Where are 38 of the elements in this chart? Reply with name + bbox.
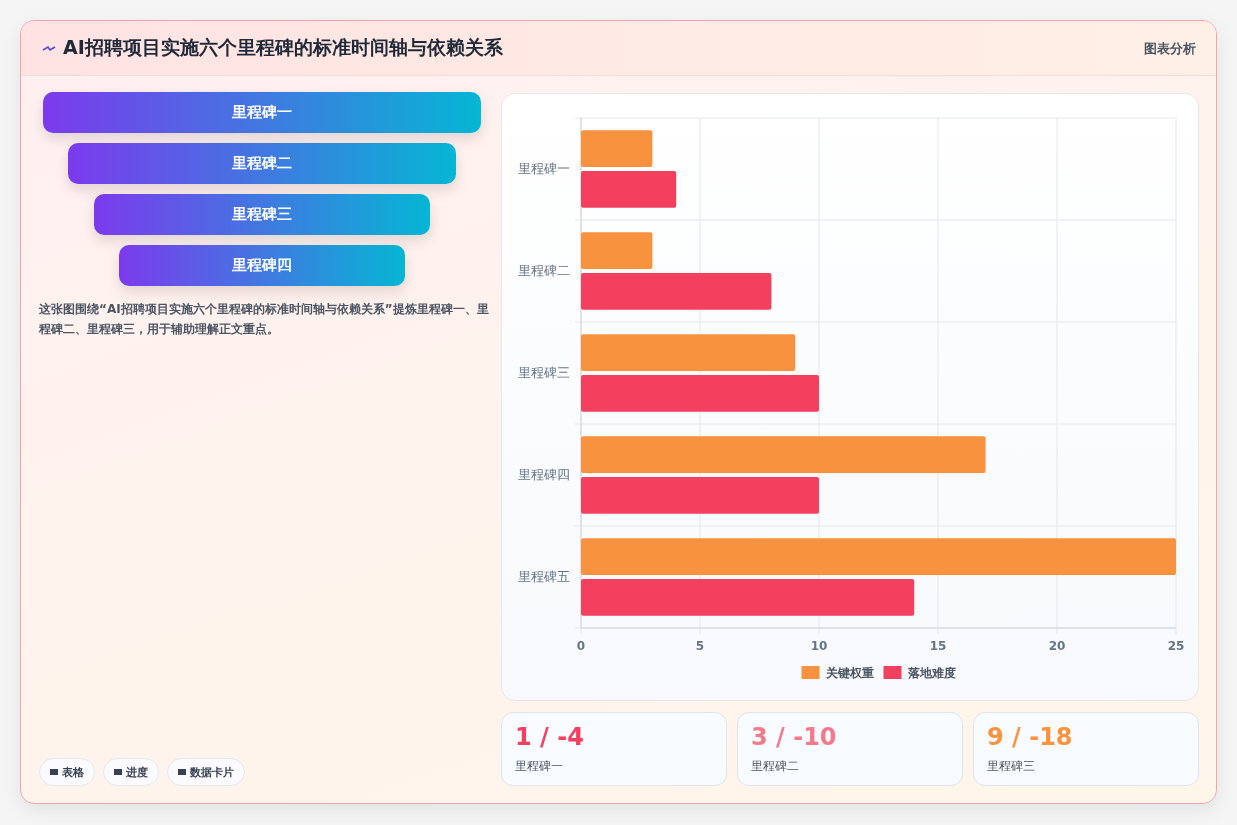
- bar: [581, 579, 915, 616]
- x-tick-label: 25: [1167, 639, 1185, 653]
- category-label: 里程碑四: [119, 245, 405, 286]
- y-tick-label: 里程碑一: [518, 161, 570, 176]
- x-tick-label: 10: [810, 639, 828, 653]
- bar: [581, 334, 796, 371]
- y-tick-label: 里程碑二: [518, 263, 570, 278]
- legend-label: 落地难度: [906, 666, 956, 680]
- bar: [581, 171, 677, 208]
- bar: [581, 375, 819, 412]
- text: 表格: [62, 764, 84, 780]
- bar: [581, 538, 1176, 575]
- category-label: 里程碑二: [751, 758, 799, 775]
- bar: [581, 232, 653, 269]
- bar: [581, 273, 772, 310]
- legend-label: 关键权重: [824, 666, 874, 680]
- category-label: 里程碑三: [93, 194, 431, 235]
- x-tick-label: 20: [1048, 639, 1066, 653]
- text: 图表分析: [1144, 40, 1196, 58]
- text: 这张图围绕“AI招聘项目实施六个里程碑的标准时间轴与依赖关系”提炼里程碑一、里程碑二、里程碑三，用于辅助理解正文重点。: [39, 301, 489, 338]
- y-tick-label: 里程碑三: [518, 365, 570, 380]
- x-tick-label: 0: [576, 639, 586, 653]
- text: 9 / -18: [987, 723, 1073, 751]
- bar: [581, 436, 986, 473]
- x-tick-label: 15: [929, 639, 947, 653]
- text: 进度: [126, 764, 148, 780]
- category-label: 里程碑二: [68, 143, 456, 184]
- text: 数据卡片: [190, 764, 234, 780]
- x-tick-label: 5: [695, 639, 705, 653]
- y-tick-label: 里程碑四: [518, 467, 570, 482]
- category-label: 里程碑三: [987, 758, 1035, 775]
- text: 1 / -4: [515, 723, 584, 751]
- bar: [581, 477, 819, 514]
- text: AI招聘项目实施六个里程碑的标准时间轴与依赖关系: [63, 35, 503, 60]
- y-tick-label: 里程碑五: [518, 569, 570, 584]
- text: 3 / -10: [751, 723, 837, 751]
- category-label: 里程碑一: [43, 92, 481, 133]
- bar: [581, 130, 653, 167]
